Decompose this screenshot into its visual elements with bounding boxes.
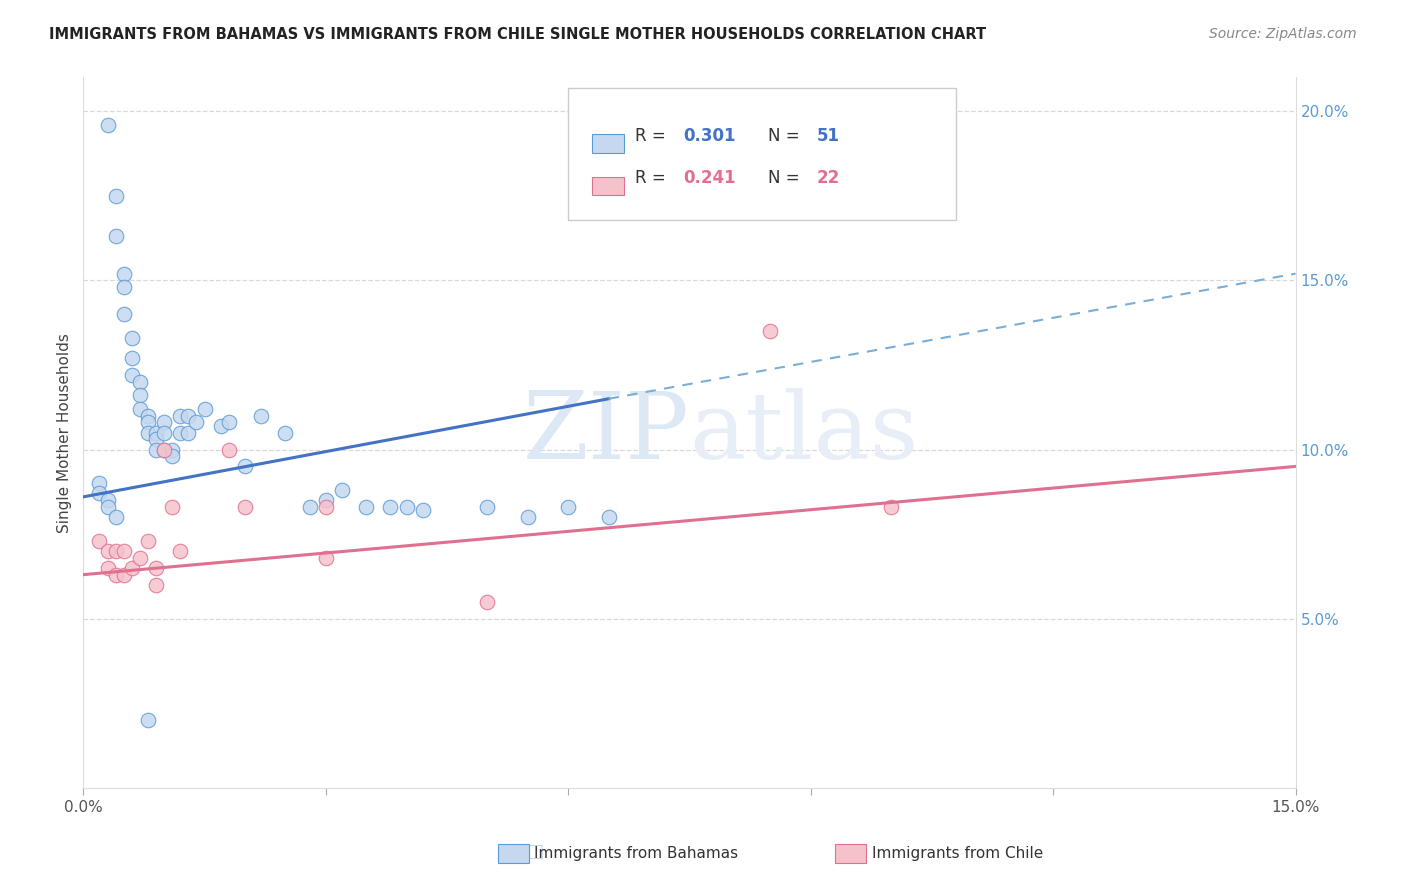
Point bbox=[96, 118, 118, 132]
Text: N =: N = bbox=[768, 127, 806, 145]
Point bbox=[218, 442, 240, 457]
Point bbox=[186, 416, 208, 430]
Point bbox=[112, 267, 135, 281]
Point bbox=[477, 595, 499, 609]
Point bbox=[104, 544, 127, 558]
Point bbox=[121, 561, 143, 575]
Point bbox=[516, 510, 538, 524]
FancyBboxPatch shape bbox=[592, 177, 624, 195]
Point bbox=[145, 442, 167, 457]
Text: atlas: atlas bbox=[689, 388, 918, 477]
Point bbox=[112, 307, 135, 321]
Point bbox=[153, 442, 176, 457]
Point bbox=[128, 401, 150, 416]
Point bbox=[330, 483, 353, 497]
Point bbox=[96, 500, 118, 514]
Point bbox=[136, 533, 159, 548]
Text: Immigrants from Bahamas: Immigrants from Bahamas bbox=[534, 847, 738, 861]
Point bbox=[315, 493, 337, 508]
Text: 22: 22 bbox=[817, 169, 839, 187]
Point bbox=[598, 510, 620, 524]
Point bbox=[177, 409, 200, 423]
Point bbox=[145, 578, 167, 592]
Point bbox=[315, 500, 337, 514]
Point bbox=[274, 425, 297, 440]
Point bbox=[233, 500, 256, 514]
Point bbox=[177, 425, 200, 440]
Point bbox=[104, 510, 127, 524]
Text: 51: 51 bbox=[817, 127, 839, 145]
Text: Immigrants from Chile: Immigrants from Chile bbox=[872, 847, 1043, 861]
Point bbox=[160, 442, 183, 457]
Point bbox=[89, 533, 111, 548]
Point bbox=[145, 561, 167, 575]
Point bbox=[96, 493, 118, 508]
Point bbox=[112, 280, 135, 294]
Point bbox=[145, 433, 167, 447]
Point bbox=[96, 544, 118, 558]
Point bbox=[96, 561, 118, 575]
Point bbox=[209, 418, 232, 433]
Point bbox=[153, 442, 176, 457]
Point bbox=[121, 351, 143, 366]
Point bbox=[112, 544, 135, 558]
Point bbox=[136, 425, 159, 440]
FancyBboxPatch shape bbox=[592, 135, 624, 153]
Point bbox=[128, 550, 150, 565]
Point bbox=[233, 459, 256, 474]
Point bbox=[315, 550, 337, 565]
Point bbox=[557, 500, 579, 514]
Point bbox=[395, 500, 418, 514]
Point bbox=[160, 450, 183, 464]
Text: Source: ZipAtlas.com: Source: ZipAtlas.com bbox=[1209, 27, 1357, 41]
Point bbox=[880, 500, 903, 514]
Point bbox=[121, 331, 143, 345]
Point bbox=[354, 500, 377, 514]
Text: IMMIGRANTS FROM BAHAMAS VS IMMIGRANTS FROM CHILE SINGLE MOTHER HOUSEHOLDS CORREL: IMMIGRANTS FROM BAHAMAS VS IMMIGRANTS FR… bbox=[49, 27, 987, 42]
Text: N =: N = bbox=[768, 169, 806, 187]
Point bbox=[160, 500, 183, 514]
Point bbox=[169, 425, 191, 440]
Text: 0.301: 0.301 bbox=[683, 127, 735, 145]
Point bbox=[153, 425, 176, 440]
Point bbox=[193, 401, 215, 416]
Point bbox=[298, 500, 321, 514]
Point bbox=[104, 229, 127, 244]
Point bbox=[104, 567, 127, 582]
Point bbox=[169, 409, 191, 423]
Text: R =: R = bbox=[636, 169, 671, 187]
Point bbox=[136, 713, 159, 727]
Point bbox=[104, 189, 127, 203]
Point bbox=[153, 416, 176, 430]
Point bbox=[412, 503, 434, 517]
Point bbox=[121, 368, 143, 383]
Point bbox=[145, 425, 167, 440]
Point bbox=[128, 388, 150, 402]
Text: □: □ bbox=[524, 842, 544, 862]
Y-axis label: Single Mother Households: Single Mother Households bbox=[58, 333, 72, 533]
Point bbox=[136, 409, 159, 423]
Text: 0.241: 0.241 bbox=[683, 169, 735, 187]
Point bbox=[136, 416, 159, 430]
Point bbox=[380, 500, 402, 514]
Point bbox=[89, 486, 111, 500]
Point bbox=[112, 567, 135, 582]
Point bbox=[250, 409, 273, 423]
FancyBboxPatch shape bbox=[568, 88, 956, 219]
Point bbox=[169, 544, 191, 558]
Text: ZIP: ZIP bbox=[523, 388, 689, 477]
Point bbox=[128, 375, 150, 389]
Point bbox=[89, 476, 111, 491]
Point bbox=[477, 500, 499, 514]
Point bbox=[759, 324, 782, 338]
Point bbox=[218, 416, 240, 430]
Text: R =: R = bbox=[636, 127, 671, 145]
